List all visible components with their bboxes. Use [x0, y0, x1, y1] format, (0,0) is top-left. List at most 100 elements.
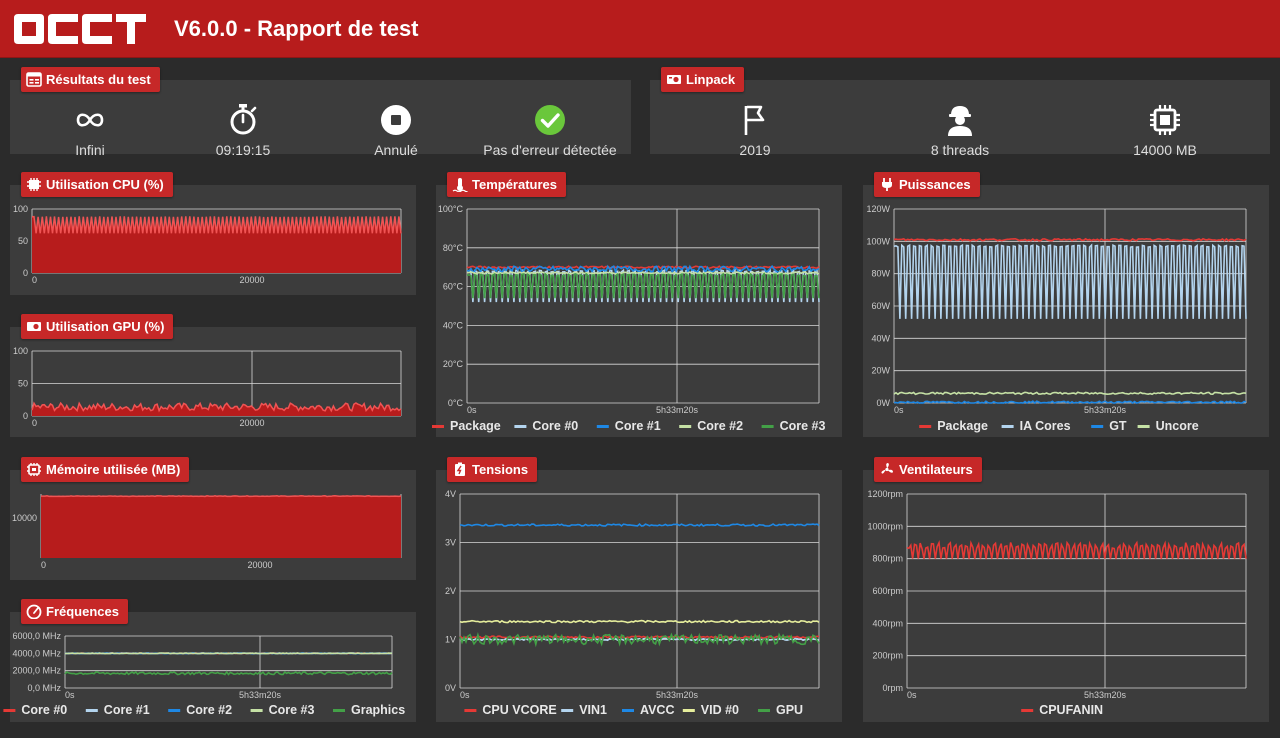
- memory-title: Mémoire utilisée (MB): [21, 457, 190, 482]
- series-line: [459, 635, 819, 639]
- report-icon: [26, 72, 42, 87]
- temperatures-panel: [436, 185, 842, 437]
- plug-icon: [882, 178, 892, 191]
- y-tick-label: 0: [23, 411, 28, 421]
- stat-label: 09:19:15: [215, 142, 271, 158]
- x-tick-label: 5h33m20s: [656, 690, 699, 700]
- y-tick-label: 80W: [871, 269, 890, 279]
- legend-swatch: [3, 709, 16, 712]
- results-panel: [10, 80, 631, 154]
- x-tick-label: 20000: [239, 275, 264, 285]
- chart-title: Utilisation GPU (%): [46, 319, 165, 334]
- legend-label: Core #2: [697, 419, 743, 433]
- series-line: [459, 632, 820, 648]
- fans-title: Ventilateurs: [874, 457, 982, 482]
- occt-logo: [14, 14, 146, 44]
- stat-label: Pas d'erreur détectée: [483, 142, 617, 158]
- y-tick-label: 0,0 MHz: [27, 683, 61, 693]
- series-line: [459, 637, 820, 642]
- x-tick-label: 0s: [467, 405, 477, 415]
- chart-title: Tensions: [472, 462, 529, 477]
- legend-swatch: [596, 425, 609, 428]
- legend-swatch: [679, 425, 692, 428]
- power-panel: [863, 185, 1269, 437]
- cpu-usage-title: Utilisation CPU (%): [21, 172, 173, 197]
- y-tick-label: 10000: [12, 513, 37, 523]
- y-tick-label: 0W: [877, 398, 891, 408]
- legend-label: GPU: [776, 703, 803, 717]
- chart-title: Puissances: [899, 177, 971, 192]
- legend-label: Core #1: [104, 703, 150, 717]
- legend-swatch: [514, 425, 527, 428]
- legend-swatch: [1001, 425, 1014, 428]
- series-line: [466, 271, 820, 275]
- legend-swatch: [85, 709, 98, 712]
- check-icon: [535, 105, 565, 135]
- y-tick-label: 60°C: [443, 282, 464, 292]
- legend-label: Uncore: [1156, 419, 1199, 433]
- legend-label: CPU VCORE: [482, 703, 556, 717]
- x-tick-label: 0s: [65, 690, 75, 700]
- legend-swatch: [761, 425, 774, 428]
- series-area: [32, 403, 401, 416]
- chart-title: Utilisation CPU (%): [46, 177, 164, 192]
- volt-plot: 4V 3V 2V 1V 0V 0s 5h33m20s CPU VCORE VIN1 AVCC VID…: [445, 489, 820, 717]
- power-legend: Package IA Cores GT Uncore: [919, 419, 1199, 433]
- legend-label: Core #2: [186, 703, 232, 717]
- infinity-icon: [76, 113, 104, 127]
- series-line: [466, 272, 820, 299]
- results-title: Résultats du test: [21, 67, 160, 92]
- legend-label: Graphics: [351, 703, 405, 717]
- y-tick-label: 40°C: [443, 320, 464, 330]
- stopwatch-icon: [230, 104, 257, 135]
- stat-errors: Pas d'erreur détectée: [470, 103, 630, 158]
- frequencies-panel: [10, 612, 416, 722]
- stat-elapsed: 09:19:15: [163, 103, 323, 158]
- chart-title: Températures: [472, 177, 558, 192]
- results-title-label: Résultats du test: [46, 72, 151, 87]
- x-tick-label: 5h33m20s: [1084, 405, 1127, 415]
- y-tick-label: 20°C: [443, 359, 464, 369]
- legend-label: Core #3: [780, 419, 826, 433]
- y-tick-label: 600rpm: [872, 586, 903, 596]
- legend-swatch: [622, 709, 634, 712]
- series-area: [41, 495, 401, 558]
- series-line: [64, 652, 392, 655]
- y-tick-label: 120W: [866, 204, 890, 214]
- power-title: Puissances: [874, 172, 980, 197]
- legend-label: Package: [450, 419, 501, 433]
- series-line: [459, 523, 820, 527]
- legend-swatch: [168, 709, 181, 712]
- x-tick-label: 0s: [460, 690, 470, 700]
- stat-label: Annulé: [374, 142, 418, 158]
- temperatures-title: Températures: [447, 172, 567, 197]
- memory-icon: [27, 463, 41, 476]
- y-tick-label: 4V: [445, 489, 456, 499]
- worker-icon: [948, 106, 972, 136]
- series-line: [893, 400, 1247, 405]
- fan-plot: 1200rpm 1000rpm 800rpm 600rpm 400rpm 200rpm 0r…: [867, 489, 1247, 717]
- x-tick-label: 0: [41, 560, 46, 570]
- fan-legend: CPUFANIN: [1021, 703, 1103, 717]
- gauge-icon: [26, 604, 42, 619]
- legend-swatch: [758, 709, 770, 712]
- y-tick-label: 1V: [445, 635, 456, 645]
- y-tick-label: 50: [18, 236, 28, 246]
- app-header: V6.0.0 - Rapport de test: [0, 0, 1280, 58]
- stat-linpack-memory: 14000 MB: [1085, 103, 1245, 158]
- y-tick-label: 6000,0 MHz: [12, 631, 61, 641]
- legend-swatch: [1021, 709, 1034, 712]
- mem-plot: 10000 0 20000: [12, 494, 402, 570]
- series-line: [893, 237, 1247, 242]
- y-tick-label: 0: [23, 268, 28, 278]
- x-tick-label: 20000: [247, 560, 272, 570]
- y-tick-label: 3V: [445, 538, 456, 548]
- series-line: [893, 243, 1247, 319]
- legend-swatch: [919, 425, 932, 428]
- legend-swatch: [561, 709, 574, 712]
- fans-panel: [863, 470, 1269, 722]
- stat-label: 2019: [739, 142, 771, 158]
- temp-legend: Package Core #0 Core #1 Core #2 Core #3: [432, 419, 826, 433]
- linpack-title-label: Linpack: [686, 72, 736, 87]
